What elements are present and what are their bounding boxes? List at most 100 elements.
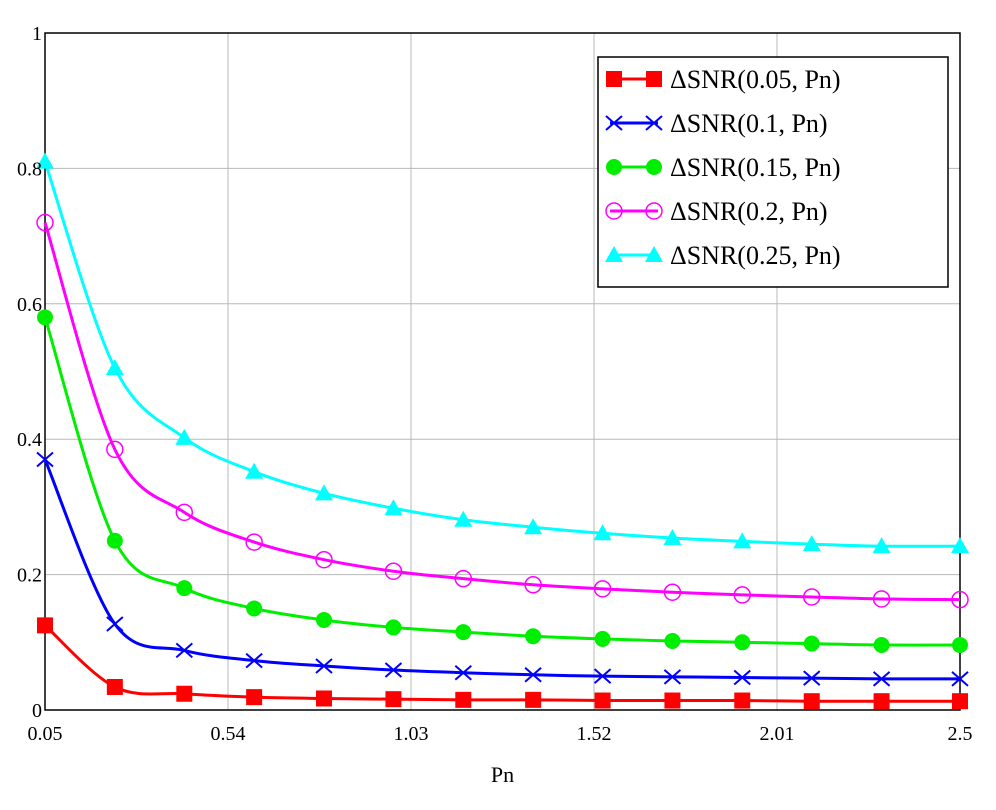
series-2-point-1 xyxy=(106,532,123,549)
series-1-point-11 xyxy=(803,670,821,686)
series-1-point-8 xyxy=(593,668,612,684)
legend-marker-right xyxy=(645,115,663,131)
series-0-point-0 xyxy=(37,617,53,634)
series-2-point-11 xyxy=(803,635,820,652)
series-2-point-12 xyxy=(873,637,890,654)
series-1-point-1 xyxy=(106,616,124,632)
series-0-point-1 xyxy=(106,678,123,695)
legend: ΔSNR(0.05, Pn) ΔSNR(0.1, Pn) ΔSNR(0.15, Pn… xyxy=(597,56,949,288)
series-3-point-7 xyxy=(524,576,542,594)
plot-frame xyxy=(44,32,961,711)
series-3-point-5 xyxy=(384,562,403,580)
series-0-point-12 xyxy=(873,693,890,710)
series-4-point-7 xyxy=(524,518,543,535)
series-3-point-2 xyxy=(175,503,194,522)
series-2-point-13 xyxy=(952,637,968,654)
series-4-point-12 xyxy=(872,537,891,554)
series-2-point-6 xyxy=(455,624,472,641)
x-tick-label: 0.54 xyxy=(211,723,246,745)
legend-marker-right xyxy=(645,246,663,262)
series-4-point-8 xyxy=(593,524,612,541)
series-0-point-8 xyxy=(594,692,611,709)
series-1-point-6 xyxy=(454,665,472,681)
series-1-point-5 xyxy=(384,662,403,678)
legend-item-0: ΔSNR(0.05, Pn) xyxy=(606,65,841,94)
y-tick-label: 0 xyxy=(32,700,42,722)
legend-label: ΔSNR(0.1, Pn) xyxy=(670,109,828,138)
x-axis-title: Pn xyxy=(491,762,514,787)
legend-marker-right xyxy=(646,159,662,175)
series-2 xyxy=(37,309,968,654)
series-0-point-3 xyxy=(246,689,263,706)
series-3-point-9 xyxy=(663,583,682,601)
series-4-point-5 xyxy=(384,499,403,516)
y-tick-label: 0.8 xyxy=(17,158,42,180)
series-4-point-11 xyxy=(802,535,821,552)
series-4-point-2 xyxy=(175,428,194,445)
legend-marker-right xyxy=(645,202,663,220)
series-2-point-8 xyxy=(594,630,611,647)
y-tick-label: 0.6 xyxy=(17,294,42,316)
legend-marker-left xyxy=(605,115,623,131)
tick-labels: 0.05 0.54 1.03 1.52 2.01 2.5 0 0.2 0.4 0.6 0.8 1 xyxy=(17,23,973,745)
series-line-3 xyxy=(43,222,961,602)
series-3-point-3 xyxy=(245,533,263,551)
series-3-point-6 xyxy=(454,569,473,588)
series-1-point-3 xyxy=(245,652,263,669)
x-tick-label: 2.5 xyxy=(948,723,973,745)
series-3-point-4 xyxy=(315,550,333,569)
series-2-point-7 xyxy=(525,628,542,645)
legend-marker-right xyxy=(646,71,662,87)
legend-label: ΔSNR(0.25, Pn) xyxy=(670,241,841,270)
series-4-point-0 xyxy=(36,152,54,169)
x-tick-label: 0.05 xyxy=(28,723,63,745)
legend-label: ΔSNR(0.2, Pn) xyxy=(670,197,828,226)
series-1-point-12 xyxy=(872,671,891,687)
series-0-point-9 xyxy=(664,692,681,709)
series-3 xyxy=(36,213,969,609)
series-0-point-5 xyxy=(385,691,402,708)
series-4-point-1 xyxy=(105,359,124,376)
series-layer xyxy=(36,152,969,710)
legend-item-2: ΔSNR(0.15, Pn) xyxy=(606,153,841,182)
legend-marker-left xyxy=(605,202,623,220)
x-tick-label: 1.52 xyxy=(577,723,612,745)
series-1-point-7 xyxy=(524,667,542,683)
series-4-point-4 xyxy=(314,484,333,501)
series-2-point-9 xyxy=(664,632,681,649)
series-1-point-2 xyxy=(175,642,193,659)
series-1-point-10 xyxy=(733,669,751,686)
series-3-point-1 xyxy=(106,440,124,459)
series-0-point-10 xyxy=(734,692,751,709)
legend-item-4: ΔSNR(0.25, Pn) xyxy=(605,241,841,270)
series-0-point-4 xyxy=(315,690,332,707)
legend-item-3: ΔSNR(0.2, Pn) xyxy=(605,197,828,226)
series-0-point-7 xyxy=(525,691,542,708)
series-2-point-3 xyxy=(246,600,263,617)
series-2-point-4 xyxy=(315,611,332,628)
series-0-point-13 xyxy=(952,693,968,710)
series-1-point-9 xyxy=(663,669,682,685)
series-4-point-10 xyxy=(733,532,752,549)
x-tick-label: 2.01 xyxy=(760,723,795,745)
legend-item-1: ΔSNR(0.1, Pn) xyxy=(605,109,828,138)
series-0-point-11 xyxy=(803,693,820,710)
series-4-point-9 xyxy=(663,529,682,546)
series-0-point-2 xyxy=(176,685,193,702)
series-4-point-3 xyxy=(245,462,264,479)
legend-marker-left xyxy=(606,71,622,87)
series-2-point-5 xyxy=(385,619,402,636)
y-tick-label: 0.2 xyxy=(17,565,42,587)
legend-marker-left xyxy=(606,159,622,175)
legend-label: ΔSNR(0.15, Pn) xyxy=(670,153,841,182)
x-tick-label: 1.03 xyxy=(394,723,429,745)
series-3-point-0 xyxy=(36,213,54,232)
series-3-point-13 xyxy=(951,590,969,609)
series-3-point-10 xyxy=(733,586,752,604)
series-1-point-0 xyxy=(36,451,54,468)
series-3-point-12 xyxy=(872,590,891,608)
series-4-point-6 xyxy=(454,510,473,527)
series-2-point-10 xyxy=(734,634,751,651)
series-line-1 xyxy=(43,458,961,681)
